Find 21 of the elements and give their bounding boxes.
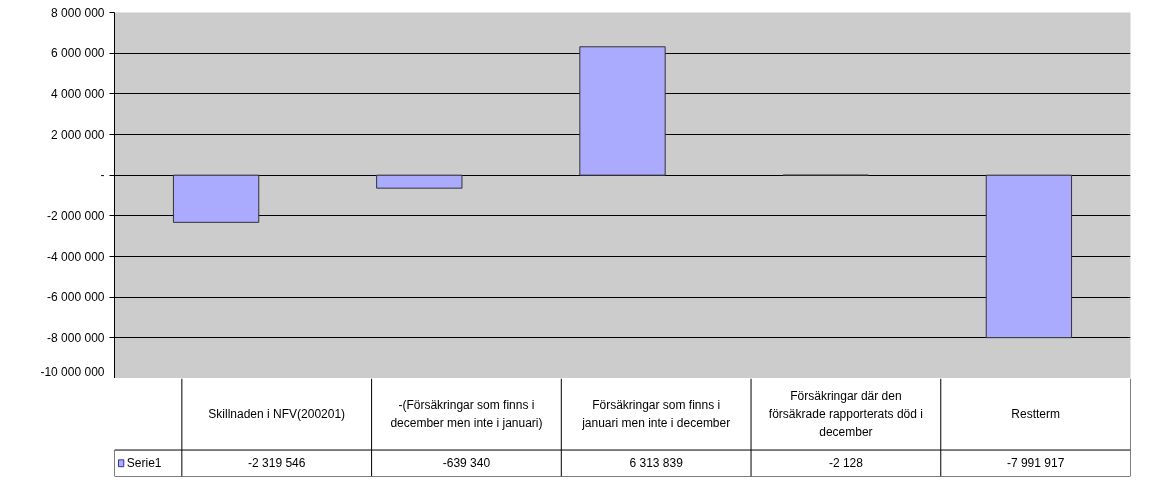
x-tick-label: Försäkringar som finns i januari men inte i december xyxy=(581,398,731,431)
y-tick-label: 8 000 000 xyxy=(51,5,105,20)
x-tick-label: -(Försäkringar som finns i december men inte i januari) xyxy=(390,398,543,431)
y-tick-label: 6 000 000 xyxy=(51,46,105,61)
legend-label: Serie1 xyxy=(126,456,162,471)
data-label: 6 313 839 xyxy=(629,456,684,471)
y-tick-label: - xyxy=(100,168,105,183)
y-tick-label: -10 000 000 xyxy=(40,364,105,379)
y-tick-label: -4 000 000 xyxy=(47,249,105,264)
y-tick-label: -8 000 000 xyxy=(47,330,105,345)
data-label: -2 319 546 xyxy=(248,456,306,471)
x-tick-label: Skillnaden i NFV(200201) xyxy=(208,407,346,422)
y-tick-label: -2 000 000 xyxy=(47,208,105,223)
x-tick-label: Restterm xyxy=(1011,407,1060,422)
data-label: -2 128 xyxy=(828,456,864,471)
x-tick-label: Försäkringar där den försäkrade rapporterats död i december xyxy=(768,389,923,440)
y-tick-label: 4 000 000 xyxy=(51,86,105,101)
y-tick-label: -6 000 000 xyxy=(47,290,105,305)
data-label: -639 340 xyxy=(442,456,491,471)
y-tick-label: 2 000 000 xyxy=(51,127,105,142)
data-label: -7 991 917 xyxy=(1006,456,1065,471)
